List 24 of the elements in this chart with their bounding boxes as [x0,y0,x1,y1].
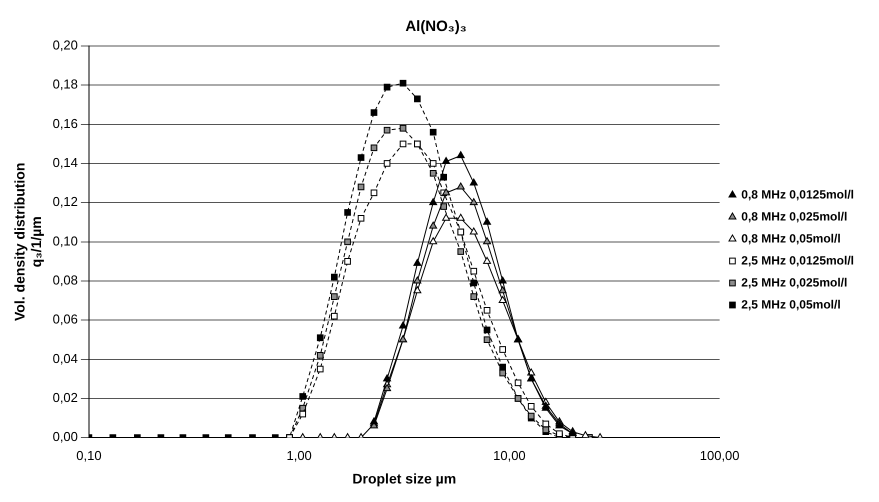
y-tick-label: 0,08 [52,272,78,288]
chart-title: Al(NO₃)₃ [405,18,467,36]
y-tick-label: 0,04 [52,350,78,366]
y-tick-label: 0,00 [52,429,78,444]
y-tick-label: 0,12 [52,194,78,210]
legend-label: 0,8 MHz 0,0125mol/l [741,187,854,202]
legend-label: 2,5 MHz 0,0125mol/l [741,253,854,268]
x-tick-label: 1,00 [286,448,312,463]
x-axis-title: Droplet size µm [352,470,456,486]
y-axis-title: Vol. density distribution q₃/1/µm [11,162,44,322]
y-tick-label: 0,10 [52,233,78,248]
x-tick-label: 100,00 [700,448,740,463]
y-tick-label: 0,14 [52,155,78,170]
y-tick-label: 0,02 [52,390,78,406]
y-tick-label: 0,18 [52,76,78,92]
y-tick-label: 0,20 [52,38,78,53]
legend-label: 2,5 MHz 0,025mol/l [741,275,848,290]
x-tick-label: 10,00 [493,448,526,463]
y-tick-label: 0,16 [52,116,78,131]
legend-label: 2,5 MHz 0,05mol/l [741,297,841,312]
legend-label: 0,8 MHz 0,05mol/l [741,231,841,246]
y-tick-label: 0,06 [52,312,78,327]
x-tick-label: 0,10 [76,448,102,463]
legend-label: 0,8 MHz 0,025mol/l [741,209,848,224]
